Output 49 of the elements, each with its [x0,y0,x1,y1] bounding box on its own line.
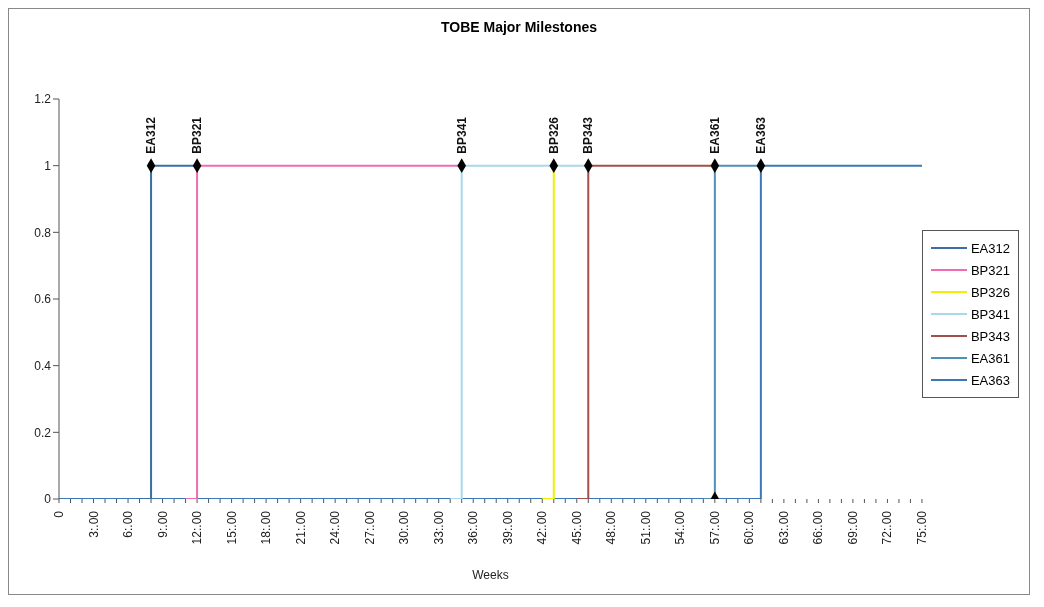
x-tick-label: 72:.00 [880,510,895,545]
legend-label: BP343 [970,328,1010,344]
x-tick-label: 69:.00 [845,510,860,545]
x-tick-label: 24:.00 [328,510,343,545]
legend-label: BP341 [970,306,1010,322]
x-tick-label: 36:.00 [466,510,481,545]
x-tick-label: 51:.00 [638,510,653,545]
x-tick-label: 3:.00 [86,510,101,538]
annotation: BP326 [546,116,561,154]
annotation: BP321 [190,116,205,154]
y-tick-label: 0 [44,492,52,507]
annotation: EA312 [144,116,159,154]
x-tick-label: 42:.00 [535,510,550,545]
x-tick-label: 30:.00 [397,510,412,545]
y-tick-label: 1 [44,158,52,173]
x-tick-label: 27:.00 [362,510,377,545]
x-tick-label: 12:.00 [190,510,205,545]
annotation: EA361 [707,116,722,154]
x-tick-label: 21:.00 [293,510,308,545]
y-tick-label: 0.6 [34,292,52,307]
x-tick-label: 9:.00 [155,510,170,538]
x-tick-label: 63:.00 [776,510,791,545]
legend-label: EA361 [970,350,1010,366]
x-tick-label: 45:.00 [569,510,584,545]
y-tick-label: 0.4 [34,358,52,373]
x-tick-label: 0 [52,510,66,518]
legend-label: BP326 [970,284,1010,300]
legend-label: EA363 [970,372,1010,388]
y-tick-label: 0.2 [34,425,52,440]
x-tick-label: 75:.00 [914,510,929,545]
annotation: BP341 [454,116,469,154]
x-tick-label: 60:.00 [742,510,757,545]
x-axis-title: Weeks [472,568,509,582]
chart-title: TOBE Major Milestones [439,18,599,37]
y-tick-label: 1.2 [34,92,52,107]
x-tick-label: 54:.00 [673,510,688,545]
annotation: EA363 [753,116,768,154]
y-tick-label: 0.8 [34,225,52,240]
x-tick-label: 6:.00 [121,510,136,538]
x-tick-label: 15:.00 [224,510,239,545]
legend-label: EA312 [970,240,1010,256]
x-tick-label: 48:.00 [604,510,619,545]
x-tick-label: 66:.00 [811,510,826,545]
x-tick-label: 39:.00 [500,510,515,545]
legend-label: BP321 [970,262,1010,278]
x-tick-label: 33:.00 [431,510,446,545]
x-tick-label: 57:.00 [707,510,722,545]
annotation: BP343 [581,116,596,154]
x-tick-label: 18:.00 [259,510,274,545]
